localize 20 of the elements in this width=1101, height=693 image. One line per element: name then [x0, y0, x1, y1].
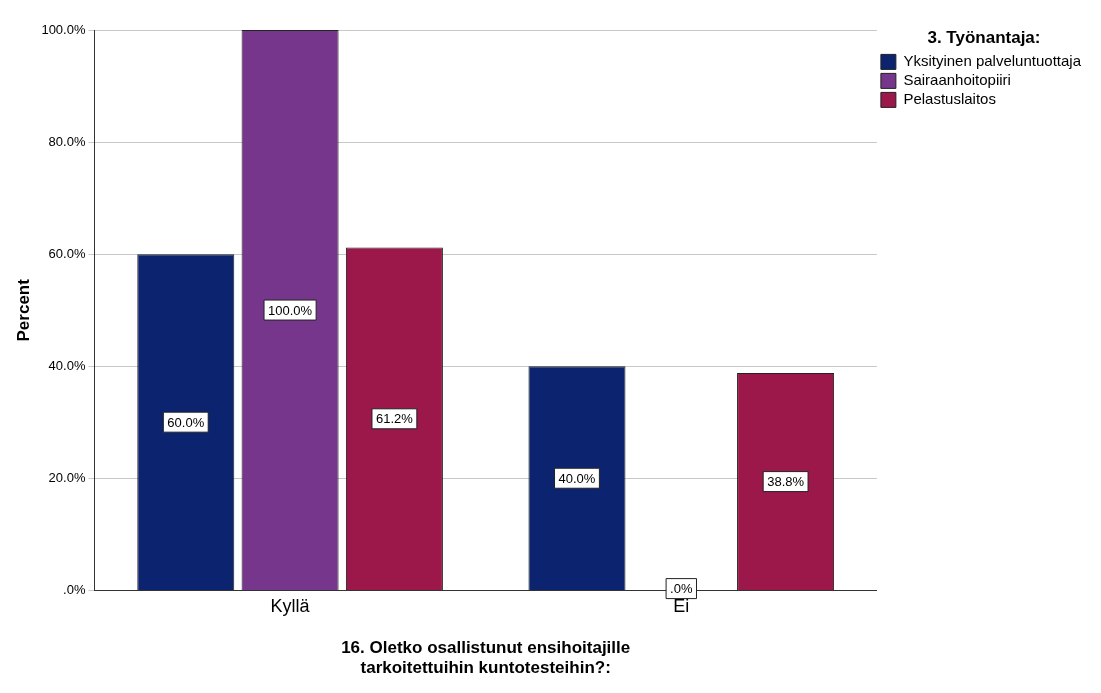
- x-tick-label: Kyllä: [270, 596, 311, 617]
- data-label: 61.2%: [375, 411, 414, 427]
- legend-label: Yksityinen palveluntuottaja: [903, 52, 1082, 70]
- y-tick-label: 20.0%: [48, 470, 86, 486]
- y-tick-label: 40.0%: [48, 357, 86, 373]
- legend-label: Pelastuslaitos: [903, 90, 996, 108]
- y-tick-label: .0%: [63, 582, 86, 598]
- data-label: 38.8%: [767, 474, 805, 490]
- legend-label: Sairaanhoitopiiri: [903, 71, 1011, 89]
- y-tick-label: 80.0%: [48, 133, 86, 149]
- data-label: 100.0%: [268, 302, 313, 318]
- data-label: 40.0%: [558, 470, 596, 486]
- x-tick-label: Ei: [673, 596, 690, 617]
- y-tick-label: 60.0%: [48, 245, 86, 261]
- x-axis-title: 16. Oletko osallistunut ensihoitajille tarkoitettuihin kuntotesteihin?:: [341, 638, 631, 678]
- legend-title: 3. Työnantaja:: [927, 28, 1041, 48]
- data-label: .0%: [670, 581, 693, 597]
- y-tick-label: 100.0%: [41, 21, 86, 37]
- data-label: 60.0%: [167, 414, 205, 430]
- y-axis-title: Percent: [13, 278, 33, 342]
